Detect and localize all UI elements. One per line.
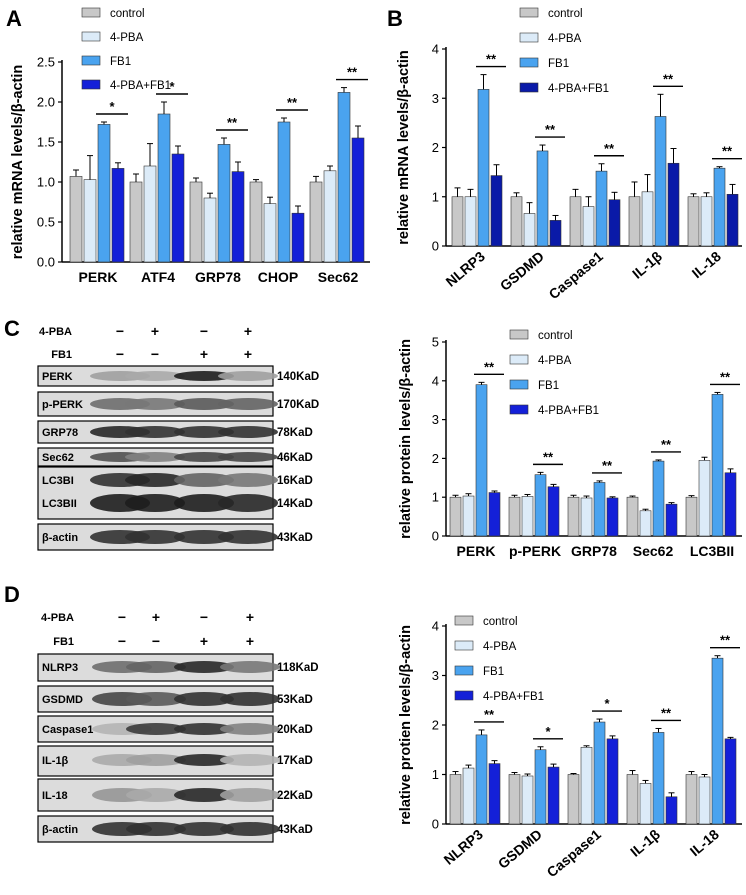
panel-letter-d: D (4, 582, 20, 607)
panel-letter-a: A (6, 6, 22, 31)
panel-letter-b: B (387, 6, 403, 31)
panel-letter-c: C (4, 316, 20, 341)
